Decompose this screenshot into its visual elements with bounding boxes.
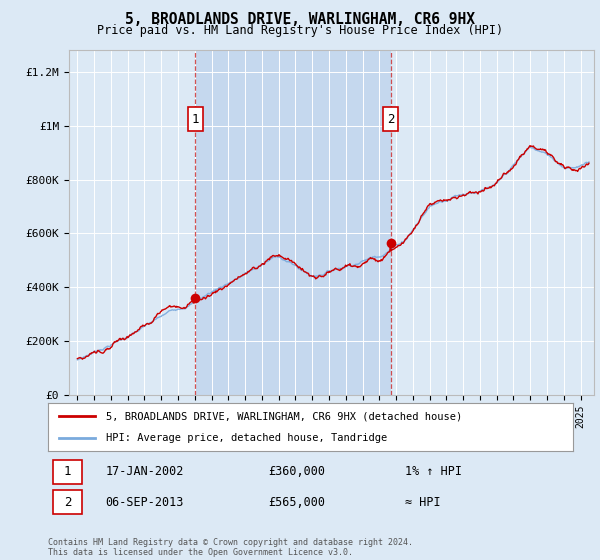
Text: Contains HM Land Registry data © Crown copyright and database right 2024.
This d: Contains HM Land Registry data © Crown c… bbox=[48, 538, 413, 557]
Text: Price paid vs. HM Land Registry's House Price Index (HPI): Price paid vs. HM Land Registry's House … bbox=[97, 24, 503, 36]
Text: HPI: Average price, detached house, Tandridge: HPI: Average price, detached house, Tand… bbox=[106, 433, 387, 443]
Text: £565,000: £565,000 bbox=[269, 496, 325, 508]
FancyBboxPatch shape bbox=[53, 490, 82, 514]
Text: ≈ HPI: ≈ HPI bbox=[405, 496, 440, 508]
Text: 2: 2 bbox=[387, 113, 394, 125]
Text: 5, BROADLANDS DRIVE, WARLINGHAM, CR6 9HX (detached house): 5, BROADLANDS DRIVE, WARLINGHAM, CR6 9HX… bbox=[106, 411, 462, 421]
Text: 2: 2 bbox=[64, 496, 71, 508]
Text: 5, BROADLANDS DRIVE, WARLINGHAM, CR6 9HX: 5, BROADLANDS DRIVE, WARLINGHAM, CR6 9HX bbox=[125, 12, 475, 27]
Bar bbox=[196, 50, 391, 395]
Text: 1% ↑ HPI: 1% ↑ HPI bbox=[405, 465, 462, 478]
FancyBboxPatch shape bbox=[383, 107, 398, 131]
Text: 17-JAN-2002: 17-JAN-2002 bbox=[106, 465, 184, 478]
FancyBboxPatch shape bbox=[188, 107, 203, 131]
Text: 1: 1 bbox=[64, 465, 71, 478]
Text: 1: 1 bbox=[192, 113, 199, 125]
FancyBboxPatch shape bbox=[53, 460, 82, 484]
Text: £360,000: £360,000 bbox=[269, 465, 325, 478]
Text: 06-SEP-2013: 06-SEP-2013 bbox=[106, 496, 184, 508]
